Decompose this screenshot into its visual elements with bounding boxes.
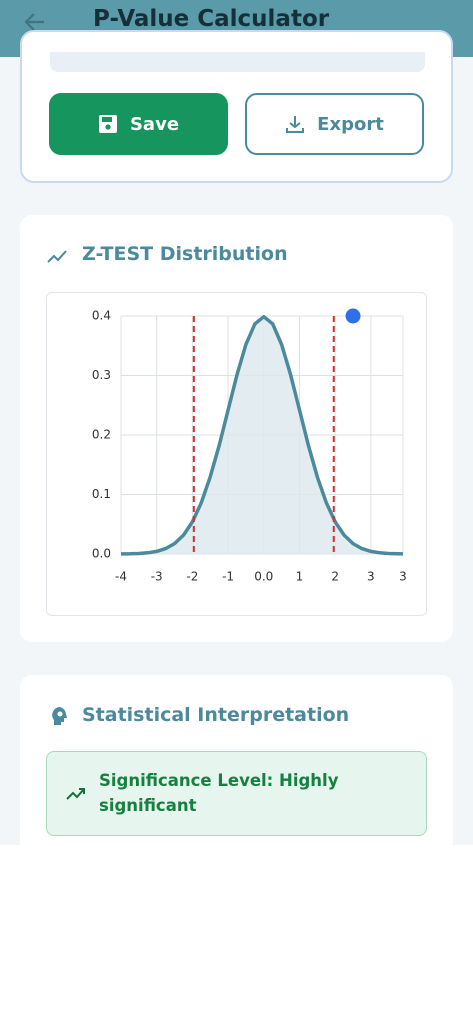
x-tick-label: 3 (399, 570, 407, 584)
trend-up-icon (66, 788, 85, 800)
interpretation-title: Statistical Interpretation (82, 704, 350, 726)
y-tick-label: 0.0 (92, 547, 111, 561)
y-tick-label: 0.4 (92, 309, 111, 323)
x-tick-label: -2 (186, 570, 198, 584)
significance-box: Significance Level: Highly significant (46, 751, 427, 836)
save-label: Save (129, 113, 180, 135)
chart-frame: 0.0 0.1 0.2 0.3 0.4 -4 -3 -2 -1 0.0 1 2 3 3 (46, 292, 427, 616)
trend-icon (47, 250, 67, 263)
head-icon (52, 707, 67, 725)
curve-line (120, 314, 404, 556)
x-tick-label: 1 (296, 570, 304, 584)
chart: 0.0 0.1 0.2 0.3 0.4 -4 -3 -2 -1 0.0 1 2 3 3 (92, 308, 407, 584)
y-tick-label: 0.2 (92, 428, 111, 442)
test-point (345, 308, 361, 324)
significance-text: Significance Level: Highly significant (99, 771, 339, 815)
save-button[interactable]: Save (49, 93, 228, 155)
back-button[interactable] (22, 10, 48, 34)
export-icon (286, 116, 305, 133)
save-icon (98, 115, 117, 133)
chart-card: Z-TEST Distribution 0.0 0.1 0.2 0.3 0.4 -4 -3 -… (20, 215, 453, 642)
chart-title: Z-TEST Distribution (82, 243, 288, 265)
x-tick-label: 3 (367, 570, 375, 584)
x-tick-label: -1 (222, 570, 234, 584)
y-tick-label: 0.3 (92, 368, 111, 382)
y-tick-label: 0.1 (92, 487, 111, 501)
input-field[interactable] (50, 52, 425, 72)
export-label: Export (317, 113, 384, 135)
x-tick-label: -3 (151, 570, 163, 584)
interpretation-card: Statistical Interpretation Significance … (20, 675, 453, 845)
curve-area (121, 316, 403, 554)
export-button[interactable]: Export (245, 93, 424, 155)
x-tick-label: 0.0 (254, 570, 273, 584)
header-title: P-Value Calculator (93, 6, 330, 32)
app: P-Value Calculator Save Export Z-TEST Di… (0, 0, 473, 845)
x-tick-label: -4 (115, 570, 127, 584)
x-tick-label: 2 (331, 570, 339, 584)
